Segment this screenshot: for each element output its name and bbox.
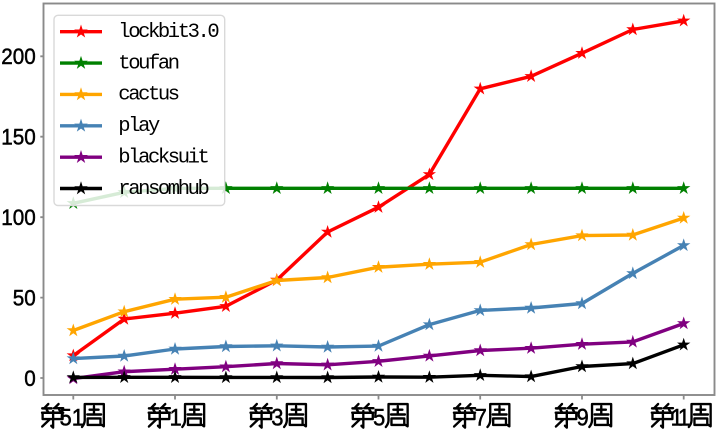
svg-text:3: 3: [271, 404, 283, 431]
svg-text:1: 1: [671, 404, 683, 431]
svg-text:5: 5: [373, 404, 385, 431]
svg-text:lockbit3.0: lockbit3.0: [118, 21, 219, 44]
svg-text:7: 7: [475, 404, 487, 431]
svg-text:51: 51: [60, 404, 85, 431]
svg-text:cactus: cactus: [118, 84, 179, 107]
svg-text:150: 150: [1, 124, 36, 150]
svg-text:play: play: [118, 115, 160, 138]
svg-text:100: 100: [1, 204, 36, 230]
svg-text:50: 50: [13, 285, 36, 311]
svg-text:ransomhub: ransomhub: [118, 178, 208, 201]
svg-text:blacksuit: blacksuit: [118, 147, 208, 170]
svg-text:0: 0: [24, 365, 36, 391]
svg-text:toufan: toufan: [118, 52, 179, 75]
svg-text:1: 1: [169, 404, 181, 431]
svg-text:9: 9: [576, 404, 588, 431]
svg-text:1: 1: [678, 404, 690, 431]
svg-text:200: 200: [1, 43, 36, 69]
